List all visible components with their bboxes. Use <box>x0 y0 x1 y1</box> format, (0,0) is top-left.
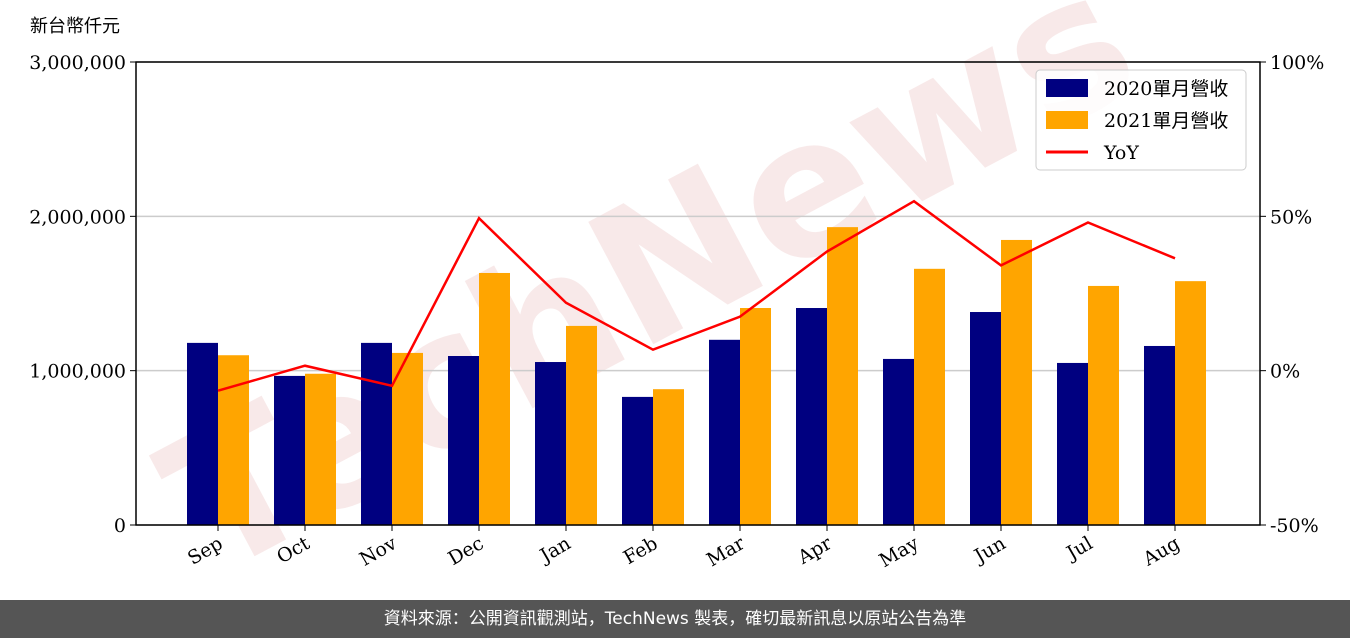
y2-tick-label: 100% <box>1270 52 1324 74</box>
x-tick-label: Dec <box>444 532 487 570</box>
y-tick-label: 2,000,000 <box>29 206 126 228</box>
bar <box>1144 345 1175 525</box>
legend-swatch <box>1046 79 1088 97</box>
bar <box>448 356 479 525</box>
legend-label: 2020單月營收 <box>1104 78 1228 100</box>
bar <box>622 396 653 525</box>
x-tick-label: Feb <box>620 532 662 569</box>
y-tick-label: 3,000,000 <box>29 52 126 74</box>
legend-swatch <box>1046 111 1088 129</box>
bar <box>305 373 336 525</box>
bar <box>392 352 423 525</box>
bar <box>796 308 827 525</box>
x-tick-label: Jan <box>535 532 575 568</box>
y2-tick-label: -50% <box>1270 515 1319 537</box>
y2-tick-label: 50% <box>1270 206 1312 228</box>
legend-label: YoY <box>1103 142 1139 164</box>
bar <box>827 227 858 526</box>
footer-source: 資料來源：公開資訊觀測站，TechNews 製表，確切最新訊息以原站公告為準 <box>0 600 1350 638</box>
y-tick-label: 0 <box>114 515 126 537</box>
bar <box>1088 285 1119 525</box>
x-tick-label: Mar <box>703 532 749 571</box>
y-axis-title: 新台幣仟元 <box>30 16 120 37</box>
bar <box>218 355 249 525</box>
bar <box>1057 362 1088 525</box>
bar <box>653 389 684 525</box>
bar <box>274 375 305 525</box>
bar <box>479 272 510 525</box>
y-tick-label: 1,000,000 <box>29 361 126 383</box>
bar <box>709 339 740 525</box>
bar <box>970 312 1001 525</box>
x-tick-label: Jul <box>1061 532 1096 565</box>
bar <box>740 308 771 525</box>
bar <box>361 342 392 525</box>
y2-tick-label: 0% <box>1270 361 1300 383</box>
legend-box <box>1035 69 1247 171</box>
line <box>217 199 1176 392</box>
chart: 新台幣仟元 TechNews 01,000,0002,000,0003,000,… <box>29 0 1324 600</box>
x-tick-label: Jun <box>969 532 1010 568</box>
bar <box>1175 281 1206 525</box>
bar <box>914 268 945 525</box>
x-tick-label: Aug <box>1139 532 1184 571</box>
plot-frame <box>135 61 1261 526</box>
bar <box>566 325 597 525</box>
legend-label: 2021單月營收 <box>1104 110 1228 132</box>
x-tick-label: Apr <box>793 532 836 569</box>
bar <box>187 342 218 525</box>
x-tick-label: May <box>876 532 923 572</box>
bar <box>883 358 914 525</box>
bar <box>1001 239 1032 525</box>
bar <box>535 362 566 525</box>
